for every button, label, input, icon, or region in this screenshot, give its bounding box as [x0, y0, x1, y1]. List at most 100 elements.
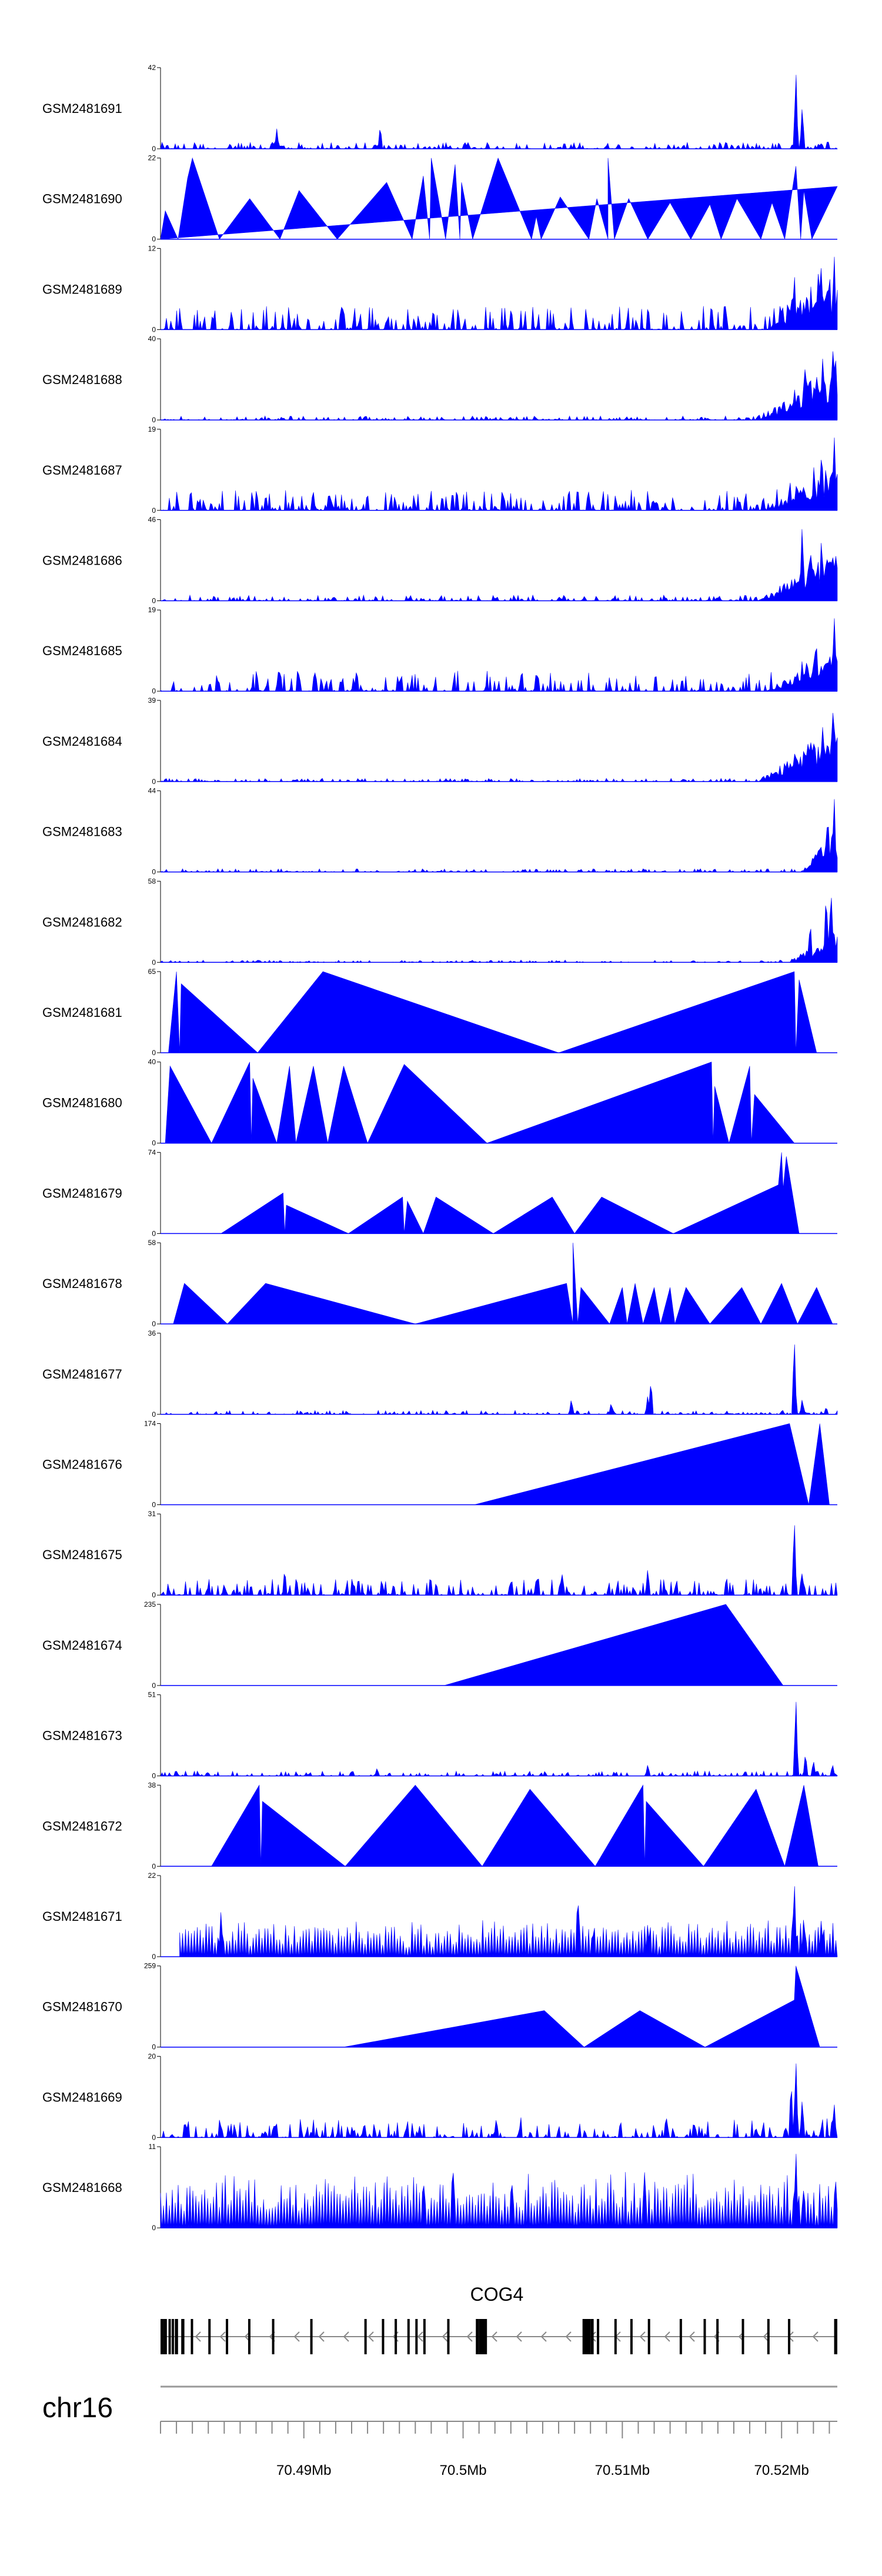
track-GSM2481677: GSM2481677 36 0 — [42, 1329, 838, 1419]
gene-exon — [226, 2319, 229, 2354]
gene-exon — [208, 2319, 211, 2354]
y-tick-max-label: 58 — [148, 877, 156, 885]
y-tick-max-label: 20 — [148, 2052, 156, 2060]
coverage-area — [160, 75, 838, 150]
gene-exon — [175, 2319, 178, 2354]
coverage-area — [160, 799, 838, 873]
y-tick-zero-label: 0 — [152, 2133, 156, 2141]
x-tick-label: 70.5Mb — [440, 2462, 487, 2478]
track-GSM2481676: GSM2481676 174 0 — [42, 1420, 837, 1509]
coverage-area — [165, 1062, 795, 1144]
y-tick-max-label: 44 — [148, 787, 156, 795]
track-GSM2481672: GSM2481672 38 0 — [42, 1781, 837, 1870]
y-tick-max-label: 38 — [148, 1781, 156, 1789]
track-label: GSM2481687 — [42, 463, 122, 478]
gene-exon — [407, 2319, 410, 2354]
coverage-area — [160, 1525, 838, 1596]
gene-exon — [364, 2319, 367, 2354]
coverage-area — [168, 971, 817, 1053]
track-GSM2481673: GSM2481673 51 0 — [42, 1691, 838, 1780]
gene-exon — [382, 2319, 385, 2354]
gene-exon — [679, 2319, 682, 2354]
y-tick-max-label: 46 — [148, 516, 156, 524]
y-tick-zero-label: 0 — [152, 2043, 156, 2051]
y-tick-zero-label: 0 — [152, 1501, 156, 1509]
y-tick-max-label: 235 — [144, 1600, 156, 1609]
track-GSM2481684: GSM2481684 39 0 — [42, 696, 838, 786]
y-tick-zero-label: 0 — [152, 145, 156, 153]
y-tick-zero-label: 0 — [152, 958, 156, 966]
coverage-area — [160, 157, 838, 240]
strand-arrow-icon — [689, 2331, 695, 2342]
y-tick-max-label: 65 — [148, 967, 156, 976]
y-tick-max-label: 22 — [148, 1871, 156, 1880]
strand-arrow-icon — [417, 2331, 423, 2342]
gene-exon — [590, 2319, 594, 2354]
track-label: GSM2481677 — [42, 1367, 122, 1382]
y-tick-zero-label: 0 — [152, 687, 156, 695]
y-tick-zero-label: 0 — [152, 1139, 156, 1147]
coverage-area — [160, 897, 838, 963]
track-label: GSM2481682 — [42, 915, 122, 929]
track-GSM2481688: GSM2481688 40 0 — [42, 335, 838, 424]
track-label: GSM2481676 — [42, 1457, 122, 1472]
gene-exon — [834, 2319, 837, 2354]
track-GSM2481681: GSM2481681 65 0 — [42, 967, 837, 1057]
coverage-area — [160, 713, 838, 782]
y-tick-zero-label: 0 — [152, 506, 156, 515]
coverage-area — [161, 351, 838, 421]
track-GSM2481686: GSM2481686 46 0 — [42, 516, 838, 605]
x-tick-label: 70.52Mb — [754, 2462, 809, 2478]
gene-exon — [191, 2319, 193, 2354]
y-tick-zero-label: 0 — [152, 778, 156, 786]
track-label: GSM2481688 — [42, 372, 122, 387]
strand-arrow-icon — [540, 2331, 547, 2342]
gene-exon — [630, 2319, 633, 2354]
y-tick-max-label: 58 — [148, 1239, 156, 1247]
gene-exon — [447, 2319, 450, 2354]
track-label: GSM2481678 — [42, 1276, 122, 1291]
strand-arrow-icon — [219, 2331, 226, 2342]
track-GSM2481685: GSM2481685 19 0 — [42, 606, 838, 695]
track-label: GSM2481675 — [42, 1547, 122, 1562]
y-tick-zero-label: 0 — [152, 1862, 156, 1870]
track-label: GSM2481673 — [42, 1729, 122, 1743]
gene-exon — [181, 2319, 185, 2354]
y-tick-max-label: 74 — [148, 1148, 156, 1156]
y-tick-zero-label: 0 — [152, 416, 156, 424]
track-GSM2481674: GSM2481674 235 0 — [42, 1600, 837, 1690]
strand-arrow-icon — [565, 2331, 572, 2342]
gene-exon — [168, 2319, 171, 2354]
strand-arrow-icon — [368, 2331, 374, 2342]
chromosome-label: chr16 — [42, 2393, 113, 2424]
y-tick-max-label: 12 — [148, 244, 156, 252]
track-label: GSM2481684 — [42, 734, 122, 749]
y-tick-max-label: 36 — [148, 1329, 156, 1337]
y-tick-zero-label: 0 — [152, 1681, 156, 1690]
y-tick-max-label: 174 — [144, 1420, 156, 1428]
gene-exon — [163, 2319, 167, 2354]
track-label: GSM2481669 — [42, 2090, 122, 2104]
gene-exon — [767, 2319, 770, 2354]
y-tick-zero-label: 0 — [152, 868, 156, 876]
track-label: GSM2481671 — [42, 1909, 122, 1924]
gene-exon — [395, 2319, 397, 2354]
track-label: GSM2481672 — [42, 1818, 122, 1833]
y-tick-max-label: 40 — [148, 335, 156, 343]
track-GSM2481671: GSM2481671 22 0 — [42, 1871, 838, 1961]
track-label: GSM2481680 — [42, 1096, 122, 1110]
y-tick-zero-label: 0 — [152, 1049, 156, 1057]
coverage-area — [160, 1344, 838, 1415]
gene-exon — [788, 2319, 791, 2354]
y-tick-zero-label: 0 — [152, 2224, 156, 2232]
y-tick-max-label: 39 — [148, 696, 156, 705]
gene-exon — [248, 2319, 250, 2354]
genome-axis: chr16 70.49Mb 70.5Mb 70.51Mb 70.52Mb — [42, 2385, 837, 2478]
coverage-area — [173, 1243, 833, 1324]
track-label: GSM2481690 — [42, 192, 122, 206]
gene-exon — [171, 2319, 174, 2354]
track-GSM2481680: GSM2481680 40 0 — [42, 1058, 837, 1147]
y-tick-zero-label: 0 — [152, 1229, 156, 1237]
track-GSM2481675: GSM2481675 31 0 — [42, 1510, 838, 1599]
